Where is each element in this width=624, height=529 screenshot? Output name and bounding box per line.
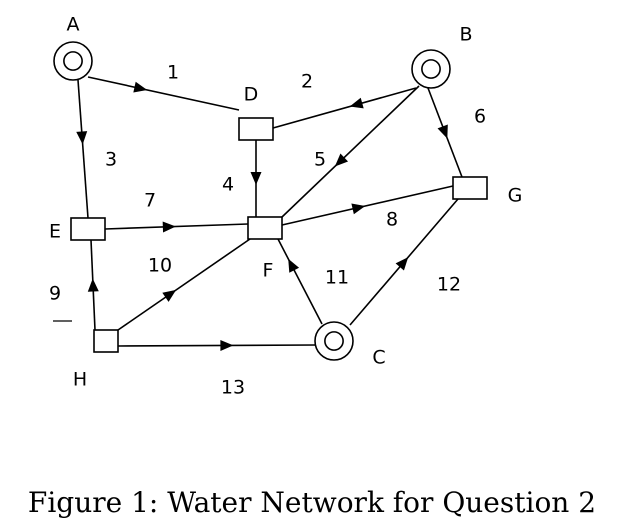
source-inner-ring xyxy=(63,51,83,71)
edge-label-3: 3 xyxy=(105,149,117,171)
arrowhead-3 xyxy=(76,131,88,145)
node-label-e: E xyxy=(49,221,61,243)
edge-c-h xyxy=(117,344,317,347)
arrowhead-4 xyxy=(250,172,262,185)
edge-c-f xyxy=(277,238,323,325)
edge-label-10: 10 xyxy=(148,255,172,277)
arrowhead-13 xyxy=(220,339,234,351)
arrowhead-12 xyxy=(395,257,409,271)
arrowhead-10 xyxy=(162,289,177,302)
source-node-b xyxy=(411,49,451,89)
edge-label-7: 7 xyxy=(144,190,156,212)
nodes-layer xyxy=(53,41,488,361)
edge-label-1: 1 xyxy=(167,62,179,84)
node-label-g: G xyxy=(508,185,523,207)
edge-b-d xyxy=(272,87,417,129)
node-label-b: B xyxy=(459,24,472,46)
junction-node-f xyxy=(247,216,283,240)
edge-label-13: 13 xyxy=(221,377,245,399)
arrowhead-9 xyxy=(87,278,99,292)
edge-label-12: 12 xyxy=(437,274,461,296)
figure-caption: Figure 1: Water Network for Question 2 xyxy=(27,486,597,519)
source-inner-ring xyxy=(324,331,344,351)
source-inner-ring xyxy=(421,59,441,79)
node-label-f: F xyxy=(263,260,274,282)
junction-node-g xyxy=(452,176,488,200)
arrowhead-11 xyxy=(288,258,300,273)
arrowhead-7 xyxy=(162,221,176,233)
junction-node-h xyxy=(93,329,119,353)
node-label-c: C xyxy=(372,347,385,369)
edge-a-e xyxy=(77,79,89,219)
edge-label-9: 9 xyxy=(49,283,61,305)
arrowhead-8 xyxy=(351,203,366,215)
arrowhead-2 xyxy=(349,97,364,109)
edge-label-2: 2 xyxy=(301,71,313,93)
junction-node-d xyxy=(238,117,274,141)
arrowhead-6 xyxy=(437,124,448,139)
edge-h-f xyxy=(117,238,251,331)
edge-b-f xyxy=(281,85,420,218)
source-node-a xyxy=(53,41,93,81)
edges-layer xyxy=(53,76,463,351)
edge-f-g xyxy=(281,185,454,226)
edge-label-6: 6 xyxy=(474,106,486,128)
edge-label-8: 8 xyxy=(386,209,398,231)
edge-a-d xyxy=(87,76,240,111)
node-label-a: A xyxy=(67,14,80,36)
arrowhead-1 xyxy=(133,81,148,93)
junction-node-e xyxy=(70,217,106,241)
node-label-h: H xyxy=(73,369,87,391)
node-label-d: D xyxy=(244,84,259,106)
edge-e-f xyxy=(104,223,249,230)
edge-label-5: 5 xyxy=(314,149,326,171)
arrowhead-5 xyxy=(334,153,349,167)
source-node-c xyxy=(314,321,354,361)
edge-label-4: 4 xyxy=(222,174,234,196)
edge-label-11: 11 xyxy=(325,267,349,289)
